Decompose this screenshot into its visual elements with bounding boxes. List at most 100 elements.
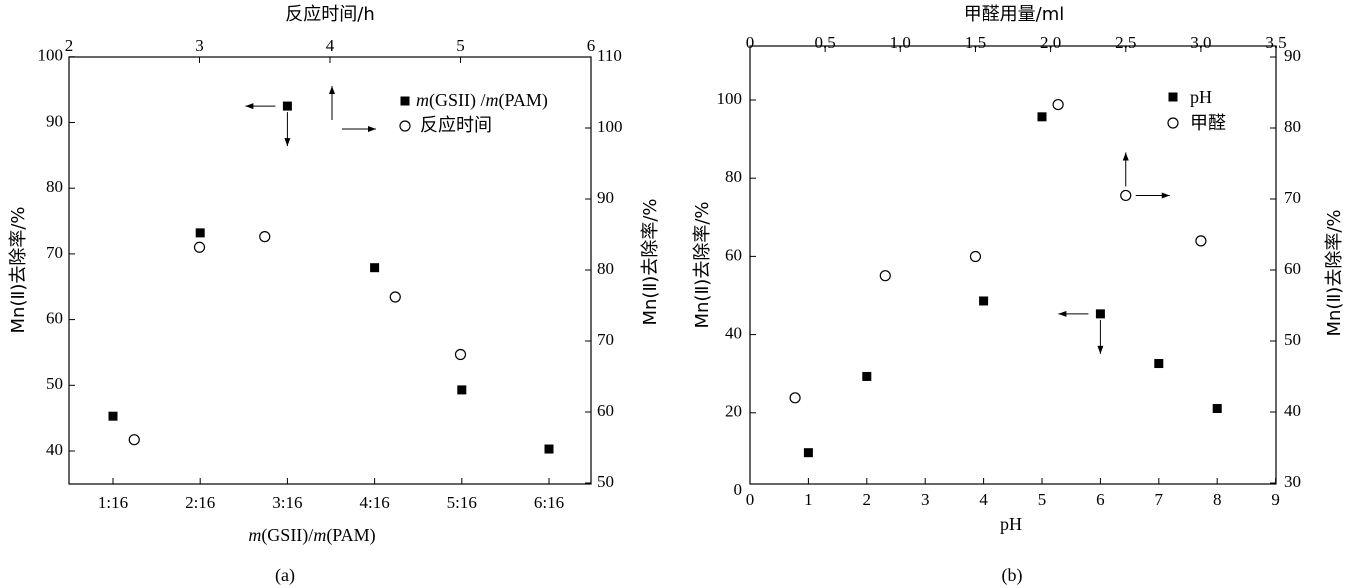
panel-label: (b) (1002, 565, 1023, 586)
circle-point (1120, 189, 1132, 202)
axis-pointer-up-arrow (329, 86, 335, 120)
left-tick-label: 70 (46, 243, 63, 262)
legend-entry-circle: 甲醛 (1190, 113, 1226, 134)
panel-a-chart: 1:16 2:16 3:16 4:16 5:16 6:164050607080901002… (8, 4, 661, 586)
top-tick-label: 3.5 (1265, 33, 1286, 52)
axis-pointer-down-arrow (1097, 319, 1104, 354)
right-axis-title: Mn(Ⅱ)去除率/% (1324, 209, 1345, 336)
top-axis-title: 甲醛用量/ml (964, 4, 1065, 25)
circle-point (454, 348, 467, 361)
right-axis-title: Mn(Ⅱ)去除率/% (640, 198, 661, 325)
bottom-tick-label: 6:16 (534, 493, 564, 512)
right-tick-label: 50 (1284, 330, 1301, 349)
axis-pointer-left-arrow-head (1058, 310, 1067, 317)
left-tick-label: 60 (46, 309, 63, 328)
bottom-axis-title: pH (1000, 514, 1022, 534)
axis-pointer-right-arrow-head (1161, 192, 1170, 199)
right-tick-label: 90 (1284, 46, 1301, 65)
left-tick-label: 100 (38, 46, 64, 65)
right-tick-label: 80 (597, 259, 614, 278)
top-tick-label: 4 (326, 36, 335, 55)
legend-circle-marker (399, 120, 411, 132)
square-point (1154, 359, 1164, 369)
right-tick-label: 40 (1284, 401, 1301, 420)
right-tick-label: 80 (1284, 117, 1301, 136)
bottom-tick-label: 1 (804, 490, 813, 509)
circle-point (259, 231, 271, 243)
top-tick-label: 0 (746, 33, 755, 52)
bottom-tick-label: 5:16 (447, 493, 477, 512)
top-tick-label: 3 (195, 36, 204, 55)
bottom-tick-label: 3:16 (272, 493, 302, 512)
left-tick-label: 80 (46, 177, 63, 196)
top-axis-title: 反应时间/h (285, 4, 374, 25)
left-axis-title: Mn(Ⅱ)去除率/% (692, 201, 713, 328)
bottom-tick-label: 5 (1038, 490, 1047, 509)
legend-square-marker (1168, 92, 1178, 102)
axis-pointer-up-arrow-head (329, 86, 335, 94)
legend-entry-square-part: m (416, 90, 429, 110)
axis-pointer-left-arrow (1058, 310, 1089, 317)
top-tick-label: 0.5 (815, 33, 836, 52)
bottom-axis-title-part: (GSII)/ (261, 525, 313, 546)
axis-pointer-left-arrow (245, 103, 276, 110)
legend-entry-square: pH (1190, 87, 1212, 107)
legend-entry-circle: 反应时间 (420, 115, 492, 136)
top-tick-label: 1.5 (965, 33, 986, 52)
left-tick-label: 0 (734, 480, 743, 499)
bottom-tick-label: 7 (1155, 490, 1164, 509)
legend-circle-marker (1167, 117, 1179, 129)
right-tick-label: 110 (597, 46, 622, 65)
circle-point (969, 250, 982, 263)
bottom-tick-label: 1:16 (98, 493, 128, 512)
top-tick-label: 3.0 (1190, 33, 1211, 52)
bottom-tick-label: 9 (1271, 490, 1280, 509)
left-tick-label: 20 (725, 402, 742, 421)
bottom-tick-label: 4 (979, 490, 988, 509)
right-tick-label: 60 (1284, 259, 1301, 278)
right-tick-label: 50 (597, 472, 614, 491)
right-tick-label: 100 (597, 117, 623, 136)
left-tick-label: 100 (717, 89, 743, 108)
top-tick-label: 6 (587, 36, 596, 55)
panel-label: (a) (275, 565, 295, 586)
top-tick-label: 2.5 (1115, 33, 1136, 52)
axis-pointer-right-arrow (342, 126, 376, 132)
right-tick-label: 30 (1284, 472, 1301, 491)
axis-pointer-down-arrow-head (1097, 345, 1104, 354)
top-tick-label: 2.0 (1040, 33, 1061, 52)
right-tick-label: 70 (597, 330, 614, 349)
left-tick-label: 90 (46, 111, 63, 130)
bottom-axis-title: m(GSII)/m(PAM) (248, 525, 375, 546)
circle-point (193, 241, 206, 253)
axis-pointer-down-arrow (284, 112, 291, 147)
left-tick-label: 60 (725, 245, 742, 264)
square-point (1212, 403, 1222, 413)
bottom-axis-title-part: m (248, 525, 261, 545)
square-point (979, 296, 989, 306)
left-axis-title: Mn(Ⅱ)去除率/% (8, 206, 29, 333)
square-point (1037, 112, 1047, 122)
square-point (195, 228, 205, 238)
panel-b-plot-frame (749, 45, 1277, 485)
bottom-tick-label: 6 (1096, 490, 1105, 509)
bottom-axis-title-part: (PAM) (326, 525, 375, 546)
bottom-tick-label: 0 (746, 490, 755, 509)
left-tick-label: 50 (46, 374, 63, 393)
axis-pointer-right-arrow (1135, 192, 1170, 199)
legend-entry-square: m(GSII) /m(PAM) (416, 90, 548, 111)
square-point (544, 444, 554, 454)
left-tick-label: 40 (725, 324, 742, 343)
bottom-tick-label: 3 (921, 490, 930, 509)
bottom-axis-title-part: m (313, 525, 326, 545)
axis-pointer-right-arrow-head (368, 126, 376, 132)
legend-square-marker (400, 96, 410, 106)
bottom-tick-label: 8 (1213, 490, 1222, 509)
circle-point (879, 270, 891, 282)
square-point (370, 263, 380, 273)
circle-point (128, 434, 140, 446)
axis-pointer-up-arrow-head (1122, 152, 1129, 161)
legend-entry-square-part: m (486, 90, 499, 110)
